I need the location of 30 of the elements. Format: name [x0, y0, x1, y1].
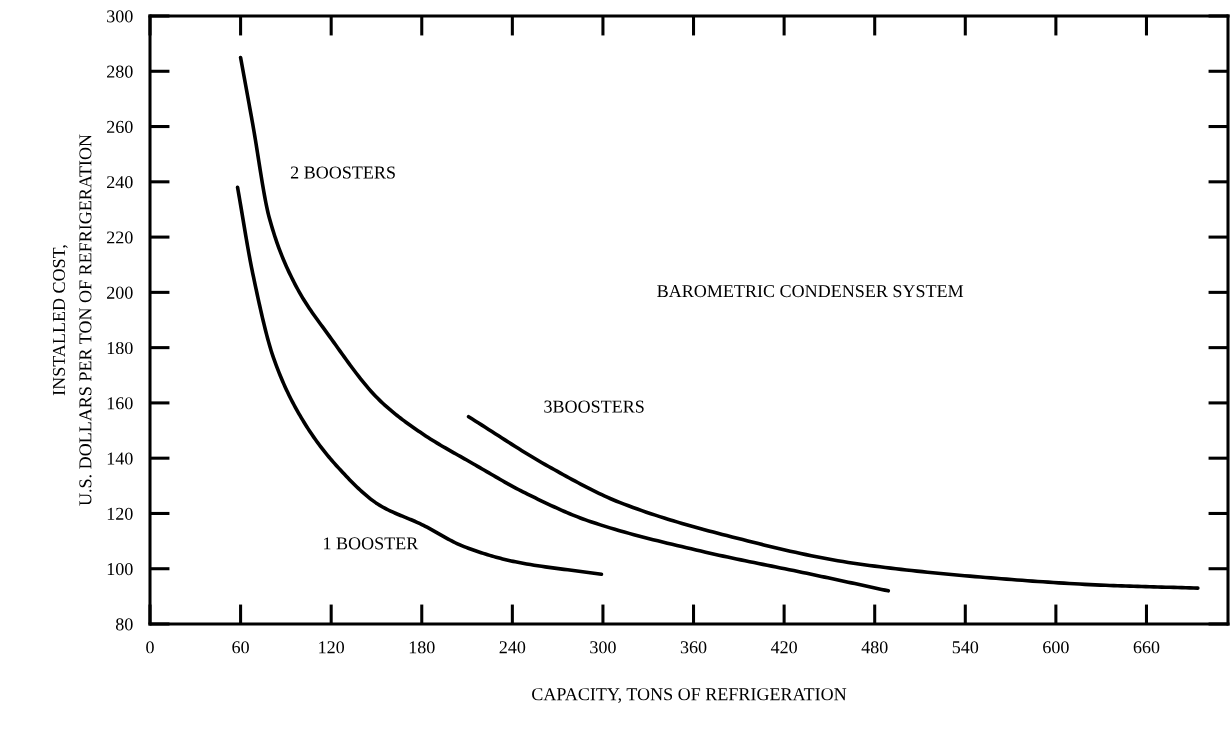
y-tick-label: 240 — [107, 176, 133, 189]
x-tick-label: 480 — [861, 641, 888, 654]
x-tick-label: 420 — [770, 641, 797, 654]
y-tick-label: 100 — [107, 562, 133, 576]
y-tick-label: 160 — [107, 397, 133, 410]
series-label: 2 BOOSTERS — [290, 166, 395, 179]
x-tick-label: 180 — [409, 641, 435, 654]
y-axis-title: INSTALLED COST, U.S. DOLLARS PER TON OF REFRIGERATION — [52, 134, 92, 506]
y-tick-label: 300 — [107, 10, 133, 23]
x-tick-label: 120 — [319, 641, 345, 654]
y-tick-label: 80 — [115, 618, 133, 631]
y-tick-label: 200 — [107, 286, 133, 299]
y-tick-label: 180 — [107, 341, 133, 355]
x-axis-title: CAPACITY, TONS OF REFRIGERATION — [532, 688, 847, 703]
text: 3BOOSTERS — [544, 400, 644, 413]
y-tick-label: 220 — [107, 231, 133, 244]
y-tick-label: 280 — [107, 65, 133, 78]
x-tick-label: 660 — [1133, 641, 1160, 654]
y-tick-label: 140 — [107, 452, 133, 465]
y-tick-label: 260 — [107, 120, 133, 133]
x-tick-label: 0 — [146, 641, 154, 654]
x-tick-label: 540 — [952, 641, 979, 654]
series-label: 1 BOOSTER — [324, 537, 419, 550]
x-tick-label: 60 — [232, 641, 249, 654]
x-tick-label: 600 — [1043, 641, 1069, 654]
x-tick-label: 300 — [590, 641, 616, 654]
x-tick-label: 240 — [499, 641, 526, 654]
y-tick-label: 120 — [107, 507, 133, 520]
annotation: BAROMETRIC CONDENSER SYSTEM — [657, 285, 964, 298]
x-tick-label: 360 — [680, 641, 707, 654]
